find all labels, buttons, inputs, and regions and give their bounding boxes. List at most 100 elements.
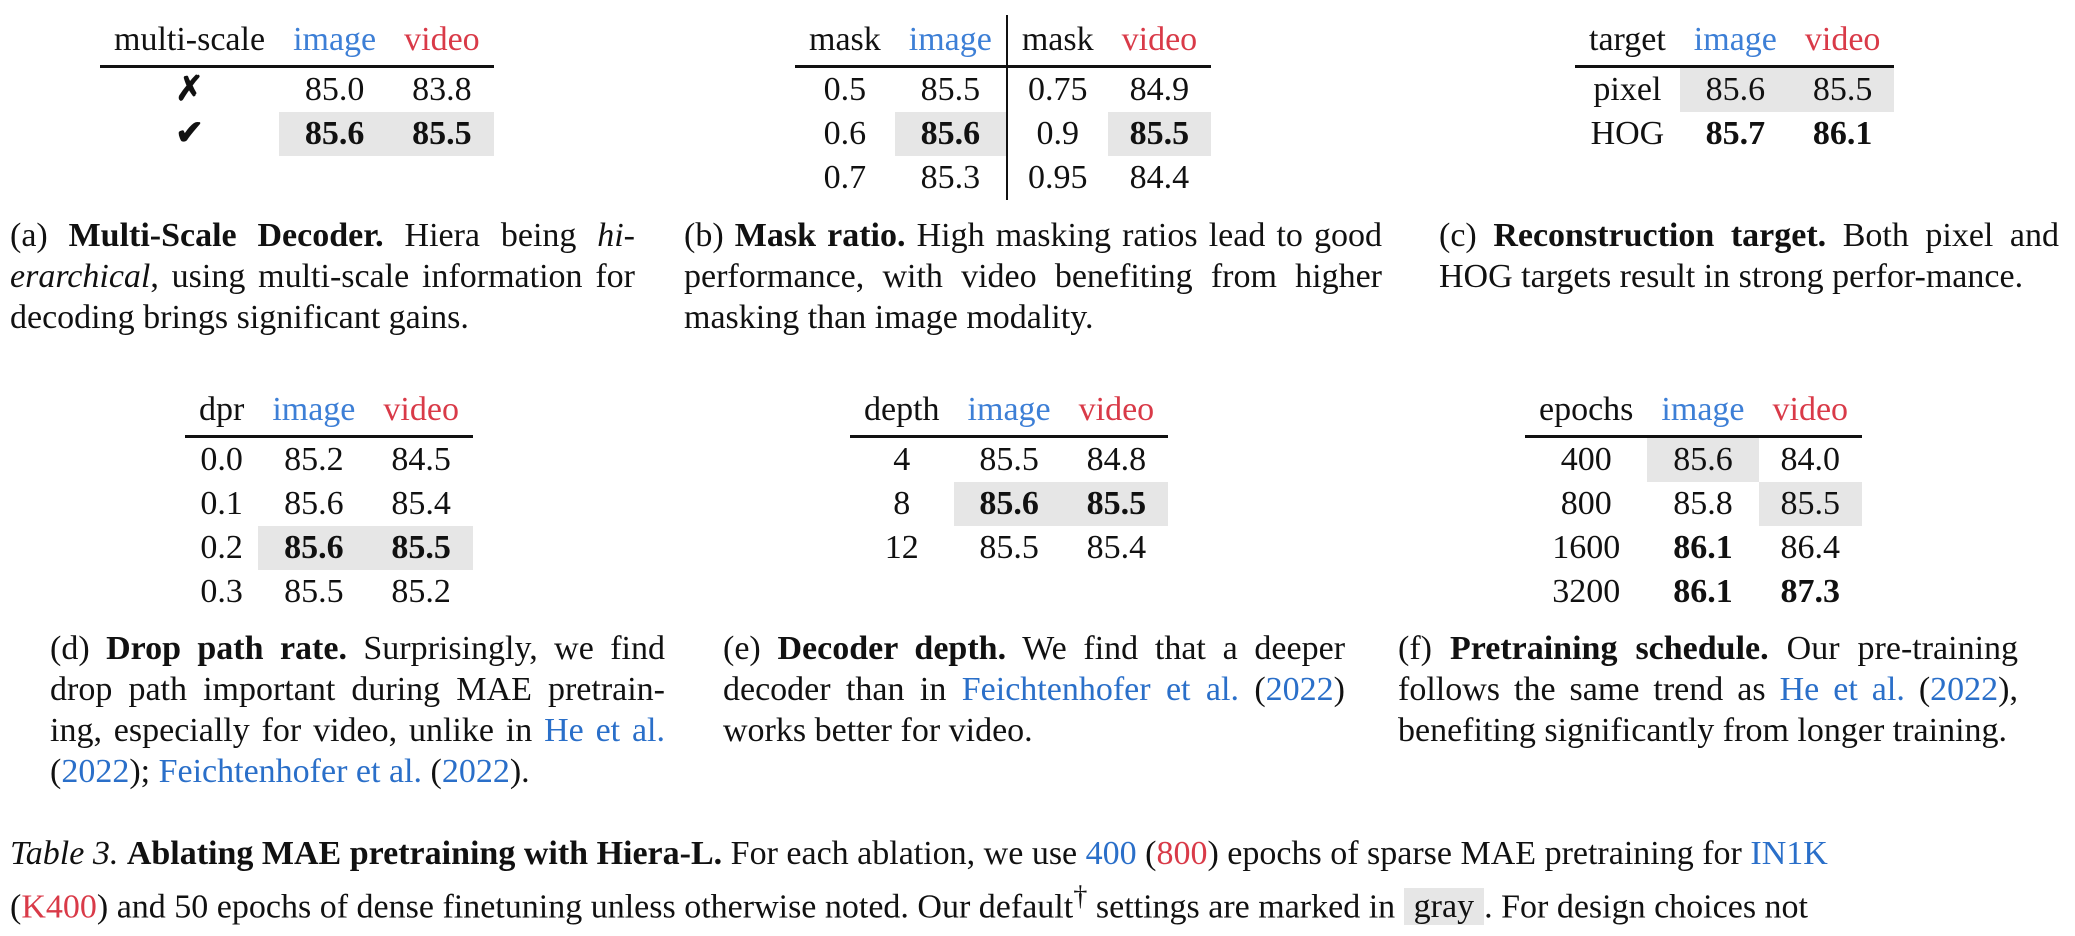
cell-video: 85.5 (369, 526, 473, 570)
cell-image: 86.1 (1673, 529, 1733, 566)
cross-mark-icon: ✗ (175, 71, 204, 108)
table-row: 1600 86.1 86.4 (1525, 526, 1862, 570)
caption-f: (f) Pretraining schedule. Our pre-traini… (1398, 630, 2019, 749)
cell-video: 85.5 (1107, 112, 1212, 156)
in1k-link[interactable]: IN1K (1750, 835, 1828, 872)
cell-mask: 0.6 (823, 115, 867, 152)
table-row: HOG 85.7 86.1 (1575, 112, 1894, 156)
dagger-mark: † (1073, 881, 1088, 912)
cell-video: 85.5 (1064, 482, 1169, 526)
cell-video: 85.5 (390, 112, 494, 156)
cell-image: 85.6 (894, 112, 1007, 156)
table-row: 4 85.5 84.8 (850, 437, 1168, 483)
cell-video: 83.8 (412, 71, 472, 108)
header-image: image (258, 385, 370, 438)
cell-dpr: 0.2 (200, 529, 243, 566)
header-video: video (369, 385, 473, 438)
caption-line-2: (K400) and 50 epochs of dense finetuning… (10, 881, 1808, 926)
check-mark-icon: ✔ (175, 115, 204, 152)
table-row: 0.0 85.2 84.5 (185, 437, 473, 483)
cell-video: 84.0 (1780, 441, 1841, 478)
cell-video: 85.4 (1086, 529, 1147, 566)
cell-epochs: 1600 (1552, 529, 1621, 566)
citation-link[interactable]: Feichtenhofer et al. (158, 753, 422, 790)
header-image: image (279, 15, 391, 68)
header-video: video (1758, 385, 1863, 438)
cell-mask: 0.95 (1005, 156, 1108, 200)
table-decoder-depth: depth image video 4 85.5 84.8 8 85.6 85.… (850, 385, 1169, 570)
cell-image: 85.8 (1673, 485, 1733, 522)
cell-image: 85.5 (920, 71, 981, 108)
cell-dpr: 0.3 (200, 573, 243, 610)
cell-depth: 4 (893, 441, 911, 478)
table-row: 0.2 85.6 85.5 (185, 526, 473, 570)
cell-epochs: 400 (1560, 441, 1612, 478)
cell-video: 84.4 (1129, 159, 1190, 196)
table-drop-path-rate: dpr image video 0.0 85.2 84.5 0.1 85.6 8… (185, 385, 473, 614)
cell-video: 84.9 (1129, 71, 1190, 108)
cell-image: 85.6 (284, 485, 344, 522)
cell-epochs: 800 (1560, 485, 1612, 522)
cell-target: HOG (1590, 115, 1665, 152)
cell-image: 85.6 (1647, 436, 1759, 482)
cell-video: 84.5 (391, 441, 451, 478)
table-reconstruction-target: target image video pixel 85.6 85.5 HOG 8… (1575, 15, 1895, 156)
epochs-800-link[interactable]: 800 (1156, 835, 1208, 872)
header-video: video (1107, 15, 1212, 68)
header-epochs: epochs (1525, 385, 1648, 438)
caption-e: (e) Decoder depth. We find that a deeper… (723, 630, 1346, 749)
citation-year-link[interactable]: 2022 (1265, 671, 1334, 708)
cell-image: 85.6 (258, 526, 370, 570)
table-row: 12 85.5 85.4 (850, 526, 1168, 570)
table-row: ✗ 85.0 83.8 (100, 67, 494, 113)
cell-video: 86.4 (1780, 529, 1841, 566)
cell-image: 85.6 (1679, 66, 1791, 112)
cell-video: 85.2 (391, 573, 451, 610)
citation-year-link[interactable]: 2022 (1930, 671, 1999, 708)
citation-link[interactable]: Feichtenhofer et al. (961, 671, 1239, 708)
header-video: video (1064, 385, 1169, 438)
header-mask: mask (795, 15, 895, 68)
epochs-400-link[interactable]: 400 (1085, 835, 1137, 872)
cell-image: 85.3 (920, 159, 981, 196)
cell-video: 84.8 (1086, 441, 1147, 478)
k400-link[interactable]: K400 (21, 888, 97, 926)
citation-year-link[interactable]: 2022 (61, 753, 130, 790)
cell-video: 85.5 (1758, 482, 1863, 526)
table-multi-scale: multi-scale image video ✗ 85.0 83.8 ✔ 85… (100, 15, 494, 156)
caption-d: (d) Drop path rate. Surprisingly, we fin… (50, 630, 665, 790)
cell-mask: 0.9 (1005, 112, 1108, 156)
table-row: 400 85.6 84.0 (1525, 436, 1862, 482)
table-row: pixel 85.6 85.5 (1575, 66, 1895, 112)
table-row: 8 85.6 85.5 (850, 482, 1169, 526)
table-label: Table 3. (10, 835, 119, 872)
cell-image: 85.5 (979, 441, 1039, 478)
header-image: image (1647, 385, 1759, 438)
header-video: video (390, 15, 494, 68)
cell-image: 85.7 (1705, 115, 1766, 152)
caption-a: (a) Multi-Scale Decoder. Hiera being hi-… (10, 217, 635, 336)
citation-link[interactable]: He et al. (544, 712, 665, 749)
header-multi-scale: multi-scale (100, 15, 280, 68)
cell-mask: 0.7 (823, 159, 867, 196)
table-row: 0.6 85.6 0.9 85.5 (795, 112, 1212, 156)
cell-mask: 0.75 (1005, 66, 1108, 112)
table-caption: Table 3. Ablating MAE pretraining with H… (10, 832, 2065, 928)
citation-year-link[interactable]: 2022 (441, 753, 510, 790)
cell-image: 85.6 (953, 482, 1065, 526)
caption-b: (b) Mask ratio. High masking ratios lead… (684, 217, 1383, 336)
cell-mask: 0.5 (823, 71, 867, 108)
caption-c: (c) Reconstruction target. Both pixel an… (1439, 217, 2060, 295)
cell-depth: 8 (893, 485, 911, 522)
header-video: video (1790, 15, 1895, 68)
header-image: image (953, 385, 1065, 438)
citation-link[interactable]: He et al. (1779, 671, 1905, 708)
table-pretraining-schedule: epochs image video 400 85.6 84.0 800 85.… (1525, 385, 1863, 614)
cell-video: 87.3 (1780, 573, 1841, 610)
table-row: 0.7 85.3 0.95 84.4 (795, 156, 1211, 200)
cell-epochs: 3200 (1552, 573, 1621, 610)
cell-image: 85.6 (279, 112, 391, 156)
cell-image: 85.2 (284, 441, 344, 478)
cell-image: 85.5 (979, 529, 1039, 566)
header-mask: mask (1005, 15, 1108, 68)
